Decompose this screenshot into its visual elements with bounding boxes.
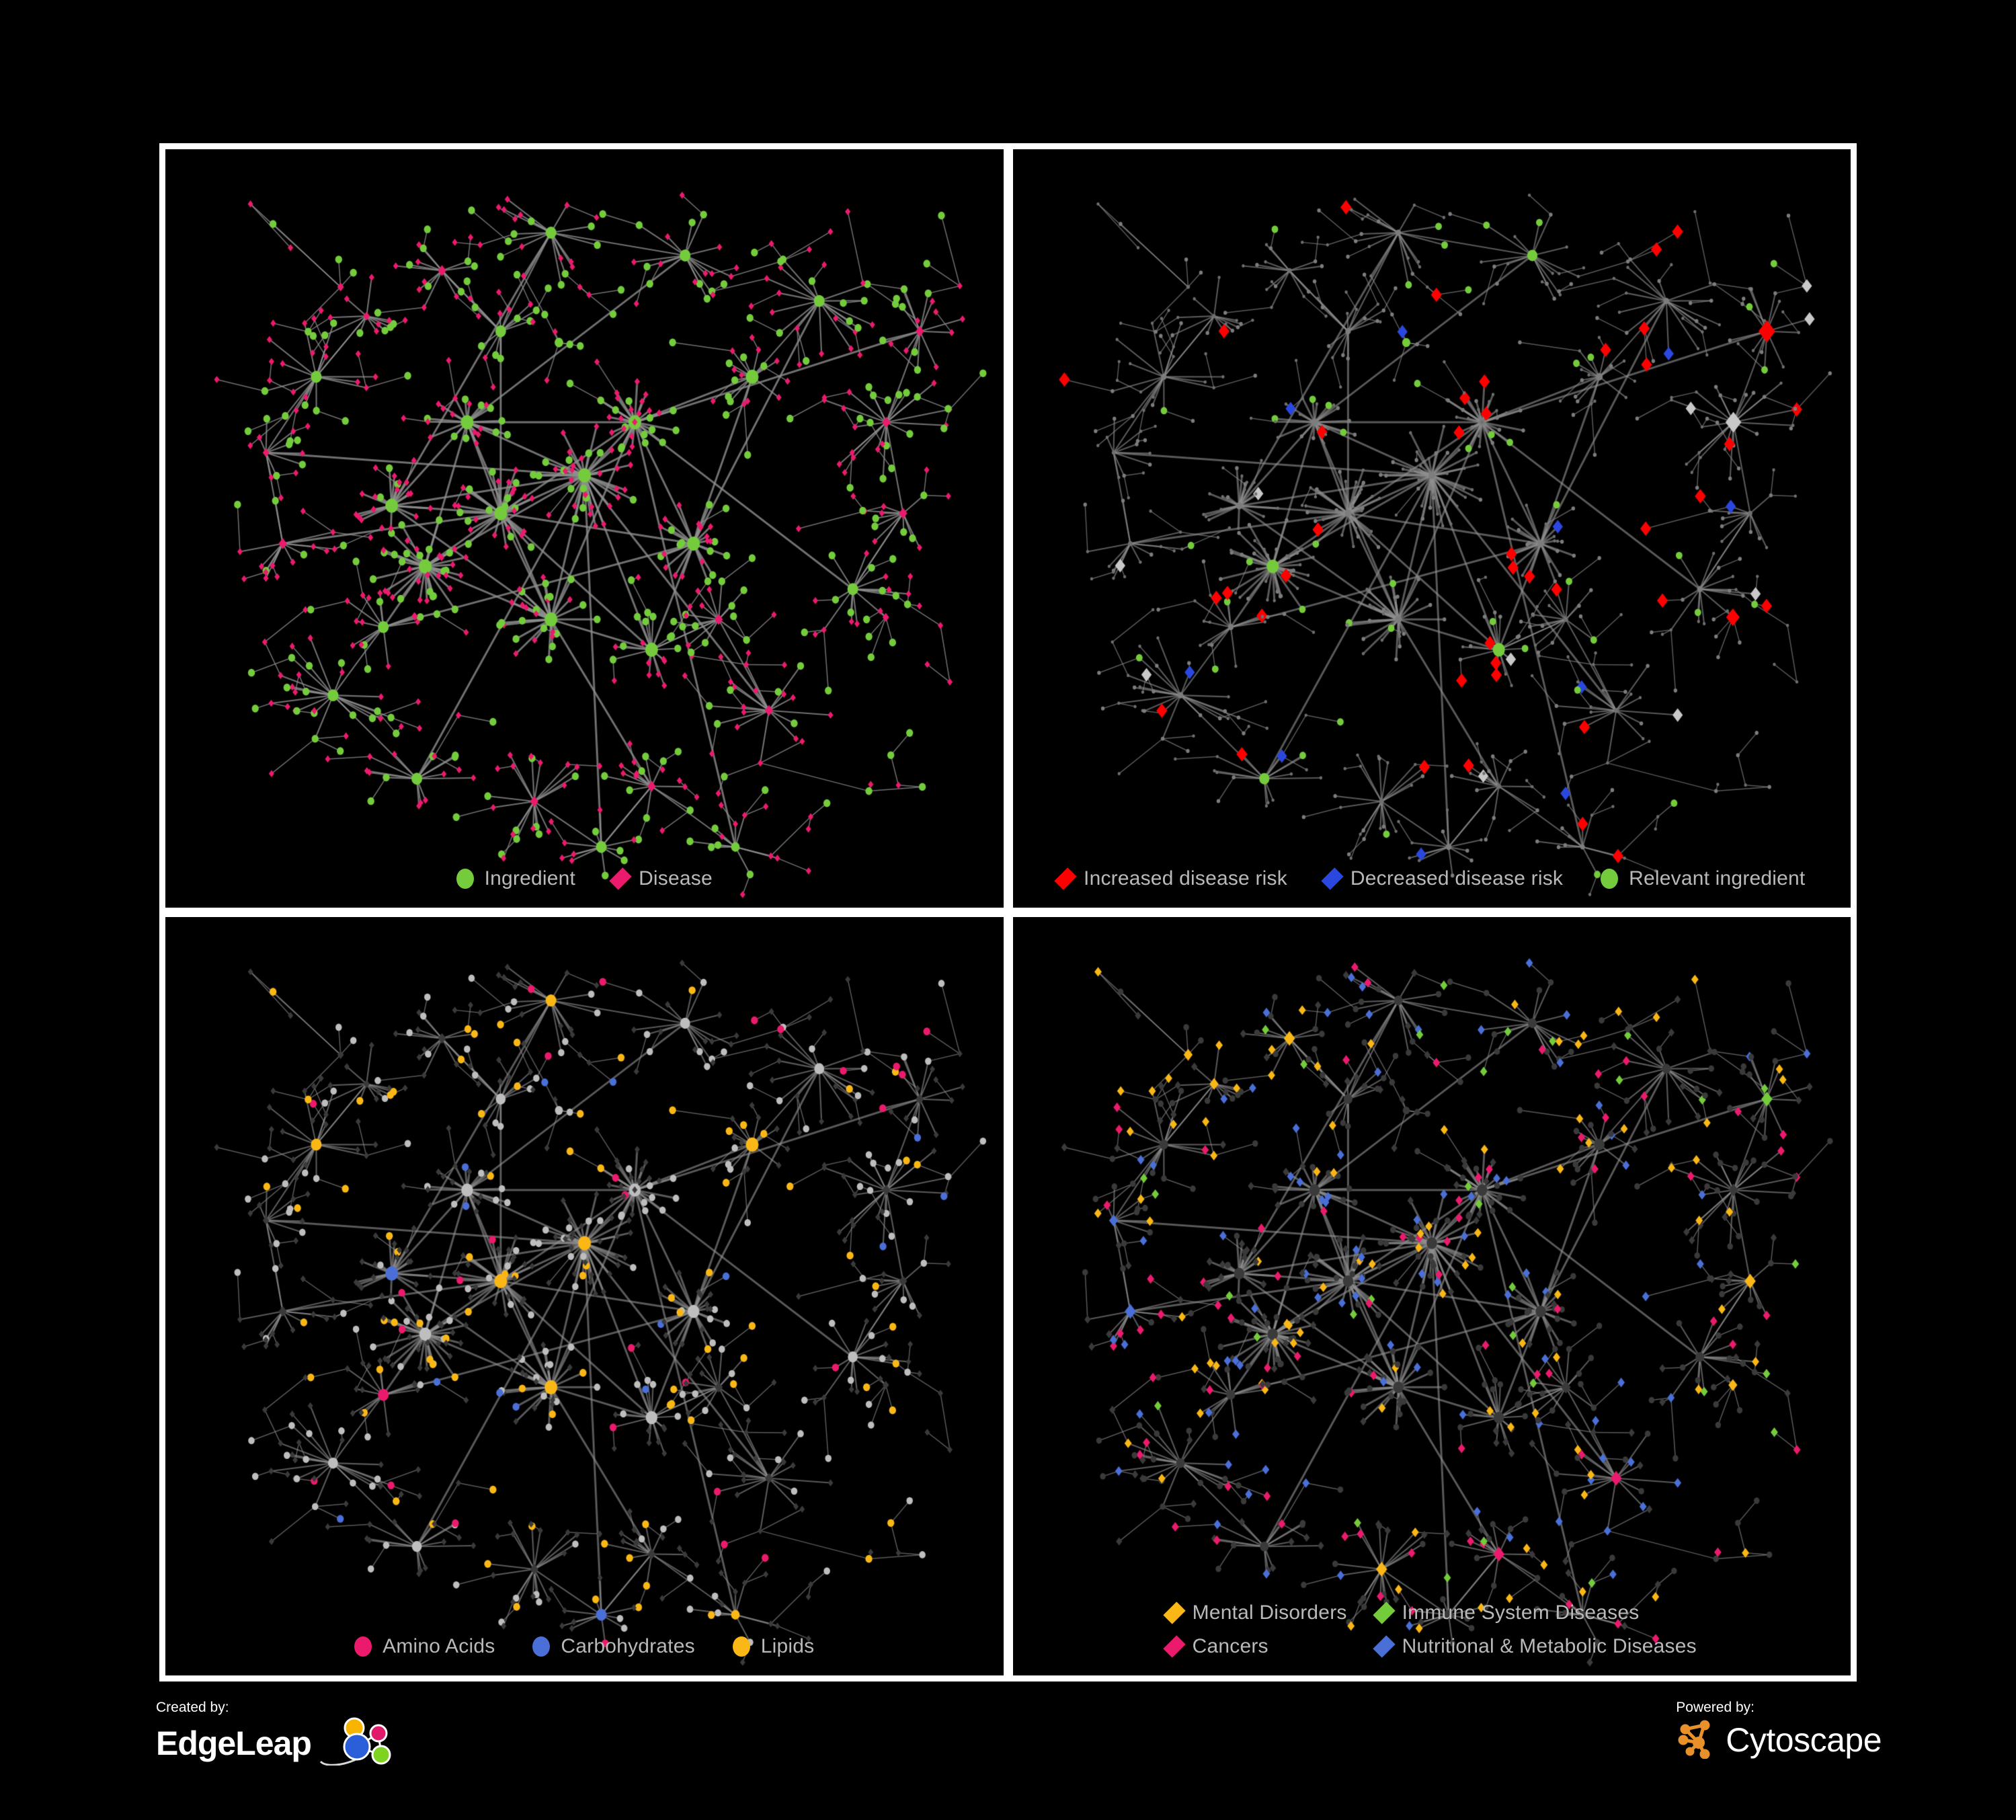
- network-canvas-disease-classes: [1012, 917, 1851, 1675]
- legend-decreased-risk-diamond-icon: [1321, 867, 1344, 890]
- legend-disease-diamond-icon: [609, 867, 632, 890]
- legend-mental-disorders: Mental Disorders: [1162, 1601, 1347, 1624]
- legend-carbohydrates-circle-icon: [532, 1636, 551, 1657]
- legend-ingredient-disease: Ingredient Disease: [165, 867, 1004, 890]
- legend-disease-risk: Increased disease risk Decreased disease …: [1013, 867, 1851, 890]
- legend-nutritional-metabolic-diseases-diamond-icon: [1372, 1635, 1396, 1658]
- legend-disease: Disease: [609, 867, 713, 890]
- legend-immune-system-diseases: Immune System Diseases: [1372, 1601, 1697, 1624]
- legend-nutritional-metabolic-diseases: Nutritional & Metabolic Diseases: [1372, 1635, 1697, 1658]
- legend-mental-disorders-diamond-icon: [1162, 1601, 1186, 1624]
- legend-lipids-label: Lipids: [760, 1635, 815, 1657]
- legend-disease-classes: Mental Disorders Immune System Diseases Ca…: [1013, 1601, 1851, 1658]
- legend-disease-label: Disease: [639, 867, 713, 889]
- legend-amino-acids: Amino Acids: [354, 1635, 495, 1658]
- legend-nutritional-metabolic-diseases-label: Nutritional & Metabolic Diseases: [1402, 1635, 1697, 1657]
- legend-ingredient-circle-icon: [456, 869, 474, 889]
- panel-ingredient-classes[interactable]: Amino Acids Carbohydrates Lipids: [165, 917, 1004, 1675]
- legend-amino-acids-label: Amino Acids: [382, 1635, 495, 1657]
- legend-increased-risk: Increased disease risk: [1054, 867, 1287, 890]
- legend-carbohydrates-label: Carbohydrates: [561, 1635, 695, 1657]
- panel-grid: Ingredient Disease Increased disease risk…: [159, 143, 1857, 1681]
- legend-lipids: Lipids: [732, 1635, 815, 1658]
- powered-by-kicker: Powered by:: [1676, 1700, 1755, 1715]
- legend-relevant-ingredient-label: Relevant ingredient: [1629, 867, 1806, 889]
- legend-mental-disorders-label: Mental Disorders: [1192, 1601, 1347, 1624]
- panel-ingredient-disease[interactable]: Ingredient Disease: [165, 149, 1004, 908]
- legend-lipids-circle-icon: [732, 1636, 750, 1657]
- edgeleap-wordmark: EdgeLeap: [156, 1724, 312, 1762]
- legend-decreased-risk: Decreased disease risk: [1321, 867, 1564, 890]
- legend-cancers-label: Cancers: [1192, 1635, 1268, 1657]
- legend-immune-system-diseases-label: Immune System Diseases: [1402, 1601, 1640, 1624]
- legend-ingredient-label: Ingredient: [484, 867, 576, 889]
- created-by-edgeleap[interactable]: Created by: EdgeLeap: [156, 1700, 400, 1769]
- footer: Created by: EdgeLeap: [0, 1694, 2016, 1815]
- network-canvas-disease-risk: [1012, 149, 1851, 908]
- edgeleap-network-icon: [319, 1717, 400, 1769]
- legend-cancers: Cancers: [1162, 1635, 1347, 1658]
- legend-relevant-ingredient-circle-icon: [1601, 869, 1619, 889]
- cytoscape-icon: [1676, 1717, 1718, 1762]
- panel-disease-risk[interactable]: Increased disease risk Decreased disease …: [1012, 149, 1851, 908]
- network-canvas-ingredient-disease: [165, 149, 1004, 908]
- powered-by-cytoscape[interactable]: Powered by:: [1676, 1700, 1882, 1762]
- legend-cancers-diamond-icon: [1162, 1635, 1186, 1658]
- network-canvas-ingredient-classes: [165, 917, 1004, 1675]
- legend-carbohydrates: Carbohydrates: [532, 1635, 695, 1658]
- legend-ingredient: Ingredient: [456, 867, 575, 890]
- cytoscape-wordmark: Cytoscape: [1726, 1720, 1882, 1759]
- legend-ingredient-classes: Amino Acids Carbohydrates Lipids: [165, 1635, 1004, 1658]
- legend-amino-acids-circle-icon: [354, 1636, 372, 1657]
- created-by-kicker: Created by:: [156, 1700, 229, 1715]
- legend-increased-risk-label: Increased disease risk: [1084, 867, 1287, 889]
- legend-decreased-risk-label: Decreased disease risk: [1350, 867, 1564, 889]
- panel-disease-classes[interactable]: Mental Disorders Immune System Diseases Ca…: [1012, 917, 1851, 1675]
- legend-increased-risk-diamond-icon: [1054, 867, 1077, 890]
- legend-relevant-ingredient: Relevant ingredient: [1601, 867, 1805, 890]
- legend-immune-system-diseases-diamond-icon: [1372, 1601, 1396, 1624]
